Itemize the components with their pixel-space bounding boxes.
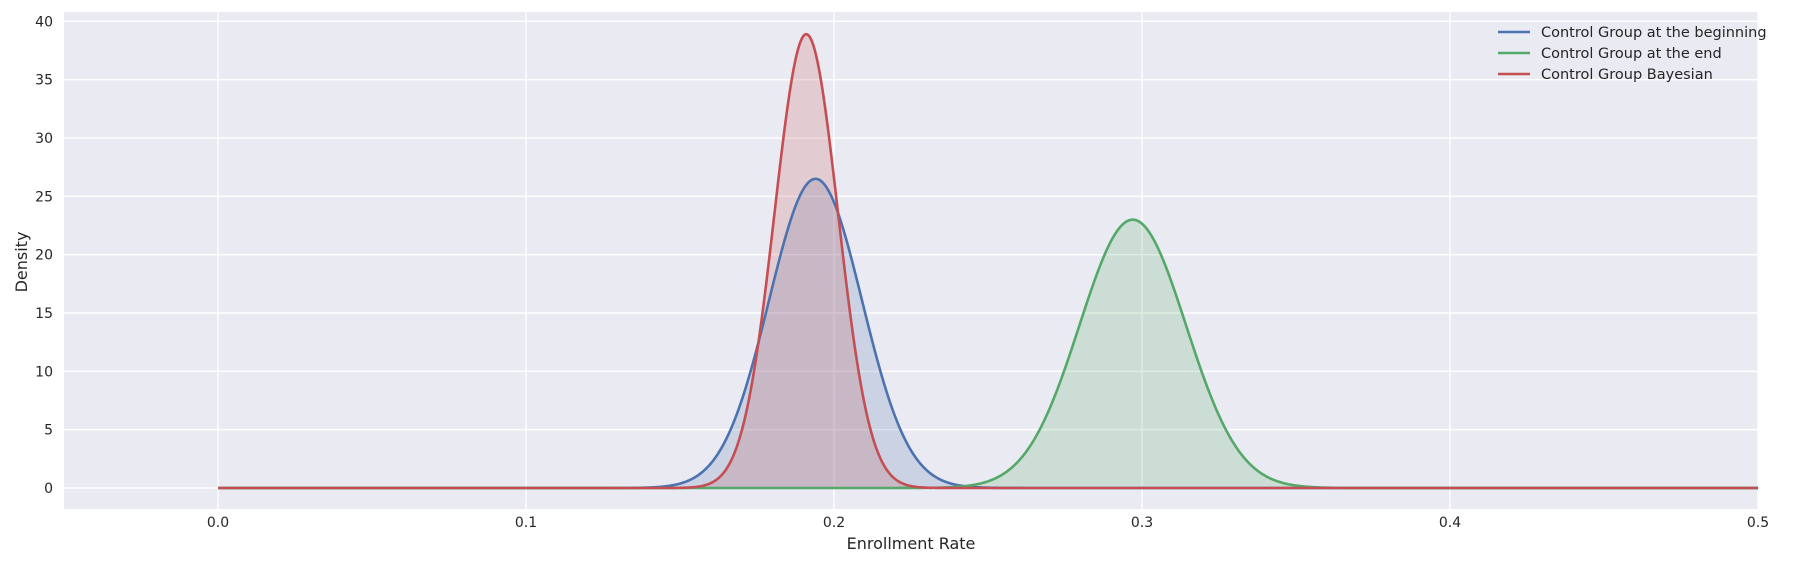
x-axis-label: Enrollment Rate [847, 534, 976, 553]
x-tick-label: 0.4 [1439, 515, 1461, 531]
y-tick-labels: 0 5 10 15 20 25 30 35 40 [35, 14, 53, 497]
x-tick-label: 0.1 [515, 515, 537, 531]
y-tick-label: 35 [35, 73, 53, 89]
x-tick-labels: 0.0 0.1 0.2 0.3 0.4 0.5 [207, 515, 1769, 531]
x-tick-label: 0.3 [1131, 515, 1153, 531]
y-tick-label: 15 [35, 306, 53, 322]
series-lines [217, 32, 1759, 490]
legend: Control Group at the beginning Control Gr… [1498, 25, 1767, 83]
x-tick-label: 0.2 [823, 515, 845, 531]
y-tick-label: 40 [35, 14, 53, 30]
y-axis-label: Density [12, 232, 31, 293]
y-tick-label: 5 [44, 423, 53, 439]
legend-label: Control Group Bayesian [1541, 67, 1713, 83]
grid-lines [64, 12, 1759, 509]
x-tick-label: 0.5 [1747, 515, 1769, 531]
y-tick-label: 30 [35, 131, 53, 147]
y-tick-label: 0 [44, 481, 53, 497]
y-tick-label: 10 [35, 364, 53, 380]
series-line-2 [217, 32, 1759, 490]
x-tick-label: 0.0 [207, 515, 229, 531]
y-tick-label: 20 [35, 248, 53, 264]
plot-area [64, 12, 1758, 509]
y-tick-label: 25 [35, 189, 53, 205]
legend-label: Control Group at the beginning [1541, 25, 1767, 41]
legend-label: Control Group at the end [1541, 46, 1722, 62]
